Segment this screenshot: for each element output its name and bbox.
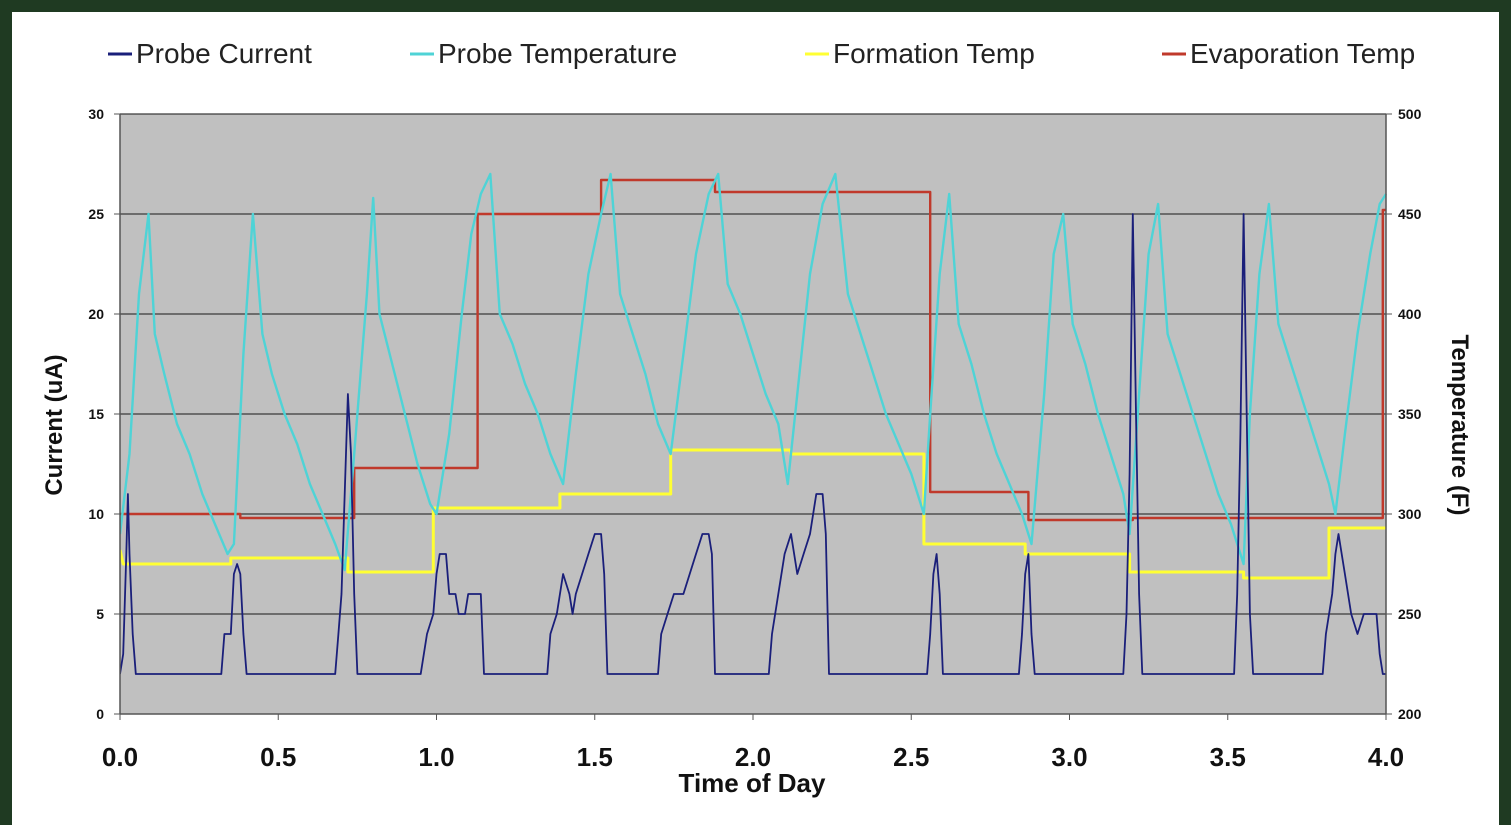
x-tick-label-4: 2.0 [735, 742, 771, 772]
x-axis-title: Time of Day [679, 768, 826, 798]
legend-label-evaporation-temp: Evaporation Temp [1190, 38, 1415, 69]
y2-tick-label-1: 250 [1398, 606, 1422, 622]
x-tick-label-8: 4.0 [1368, 742, 1404, 772]
x-tick-label-6: 3.0 [1051, 742, 1087, 772]
y2-tick-label-2: 300 [1398, 506, 1422, 522]
x-tick-label-3: 1.5 [577, 742, 613, 772]
y-tick-label-5: 25 [88, 206, 104, 222]
y-tick-label-6: 30 [88, 106, 104, 122]
chart-frame: Probe Current Probe Temperature Formation … [12, 12, 1499, 825]
x-tick-label-0: 0.0 [102, 742, 138, 772]
y-tick-label-4: 20 [88, 306, 104, 322]
y-tick-label-2: 10 [88, 506, 104, 522]
legend-label-probe-temperature: Probe Temperature [438, 38, 677, 69]
series-evaporation-temp [120, 178, 1386, 522]
y2-axis-title: Temperature (F) [1446, 335, 1473, 516]
legend-label-probe-current: Probe Current [136, 38, 312, 69]
series-probe-current [120, 213, 1386, 675]
y-axis-title: Current (uA) [41, 354, 68, 495]
x-tick-label-5: 2.5 [893, 742, 929, 772]
y-tick-label-1: 5 [96, 606, 104, 622]
gridlines [120, 113, 1386, 615]
series-probe-temperature [120, 172, 1388, 572]
x-tick-label-7: 3.5 [1210, 742, 1246, 772]
x-tick-label-1: 0.5 [260, 742, 296, 772]
legend: Probe Current Probe Temperature Formation … [108, 38, 1415, 69]
y2-tick-label-4: 400 [1398, 306, 1422, 322]
legend-label-formation-temp: Formation Temp [833, 38, 1035, 69]
y2-tick-label-0: 200 [1398, 706, 1422, 722]
y2-tick-label-6: 500 [1398, 106, 1422, 122]
y2-tick-label-5: 450 [1398, 206, 1422, 222]
y-tick-label-0: 0 [96, 706, 104, 722]
y2-tick-label-3: 350 [1398, 406, 1422, 422]
chart: Probe Current Probe Temperature Formation … [41, 38, 1473, 798]
series-layer [120, 172, 1388, 675]
axes [114, 113, 1392, 720]
x-tick-label-2: 1.0 [418, 742, 454, 772]
tick-labels: 0 5 10 15 20 25 30 200 250 300 350 400 450 500 0.0 0.5 1… [88, 106, 1421, 772]
y-tick-label-3: 15 [88, 406, 104, 422]
